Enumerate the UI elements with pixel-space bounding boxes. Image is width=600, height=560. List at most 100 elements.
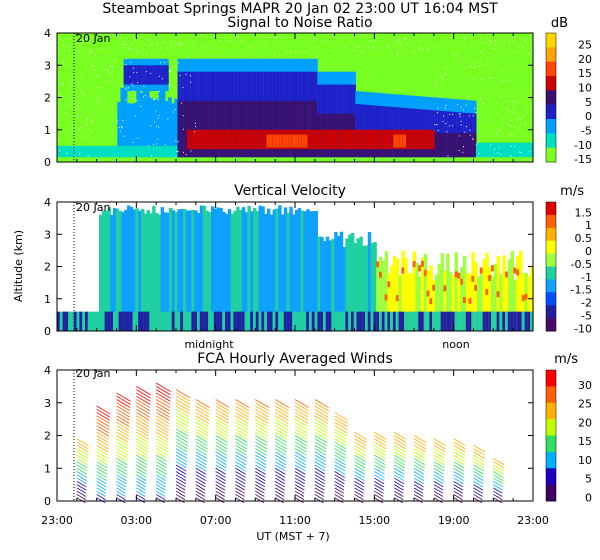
velocity-cell	[482, 259, 486, 331]
wind-barb	[116, 454, 128, 462]
wind-barb	[235, 441, 248, 450]
x-tick-label: 23:00	[41, 514, 73, 527]
velocity-cell	[421, 311, 425, 331]
wind-barb	[235, 461, 247, 469]
wind-barb	[413, 497, 423, 504]
snr-speckle	[116, 121, 118, 123]
colorbar-swatch	[546, 484, 556, 502]
snr-cell	[72, 145, 77, 158]
velocity-cell	[62, 311, 66, 331]
snr-cell	[237, 129, 242, 150]
snr-speckle	[80, 127, 82, 129]
velocity-cell	[289, 311, 293, 331]
wind-barb	[136, 428, 149, 437]
wind-barb	[116, 474, 127, 481]
wind-barb	[96, 471, 107, 478]
wind-barb	[235, 448, 247, 456]
velocity-cell	[68, 311, 72, 331]
colorbar-swatch	[546, 370, 556, 387]
snr-cell	[260, 129, 264, 150]
snr-cell	[66, 145, 71, 158]
velocity-cell	[124, 311, 128, 331]
colorbar-swatch	[546, 76, 556, 91]
snr-speckle	[75, 108, 77, 110]
snr-speckle	[244, 50, 246, 52]
snr-speckle	[84, 39, 86, 41]
wind-barb	[294, 494, 305, 500]
snr-cell	[295, 100, 299, 158]
wind-barb	[96, 422, 110, 431]
snr-speckle	[396, 52, 398, 54]
snr-speckle	[79, 101, 81, 103]
snr-cell	[279, 100, 283, 158]
snr-speckle	[90, 50, 92, 52]
wind-barb	[175, 448, 188, 456]
snr-speckle	[134, 38, 136, 40]
velocity-cell	[449, 311, 453, 331]
wind-barb	[393, 484, 404, 491]
snr-speckle	[404, 38, 406, 40]
wind-barb	[136, 494, 146, 500]
x-tick-label: 23:00	[517, 514, 549, 527]
snr-speckle	[151, 155, 153, 157]
wind-barb	[374, 490, 384, 497]
velocity-cell	[370, 311, 374, 331]
snr-speckle	[274, 54, 276, 56]
velocity-cell	[121, 211, 125, 331]
snr-cell	[152, 145, 156, 158]
wind-barb	[195, 418, 209, 427]
wind-barb	[453, 444, 466, 453]
wind-barb	[354, 461, 366, 469]
snr-cell	[241, 129, 245, 150]
wind-barb	[76, 494, 86, 500]
wind-barb	[374, 467, 385, 475]
velocity-cell	[141, 208, 145, 331]
wind-barb	[354, 477, 365, 485]
wind-barb	[195, 461, 207, 469]
velocity-cell	[457, 311, 461, 331]
snr-speckle	[110, 65, 112, 67]
snr-cell	[418, 129, 423, 150]
snr-speckle	[83, 94, 85, 96]
wind-barb	[334, 425, 348, 434]
snr-speckle	[65, 112, 67, 114]
wind-barb	[294, 399, 309, 408]
wind-barb	[235, 415, 249, 424]
wind-barb	[393, 438, 407, 447]
wind-barb	[334, 481, 345, 488]
wind-barb	[314, 428, 328, 437]
wind-barb	[274, 497, 285, 504]
wind-barb	[413, 454, 426, 462]
colorbar-swatch	[546, 119, 556, 134]
snr-cell	[396, 134, 401, 148]
wind-barb	[175, 444, 188, 453]
wind-barb	[255, 451, 267, 459]
snr-speckle	[360, 52, 362, 54]
wind-barb	[255, 418, 269, 427]
wind-barb	[136, 481, 147, 488]
velocity-cell	[160, 311, 164, 331]
wind-barb	[76, 471, 88, 478]
snr-cell	[139, 145, 144, 158]
snr-speckle	[178, 44, 180, 46]
wind-barb	[195, 454, 207, 462]
wind-barb	[334, 484, 345, 491]
snr-speckle	[149, 45, 151, 47]
snr-speckle	[194, 122, 196, 124]
wind-barb	[354, 441, 367, 450]
wind-barb	[274, 418, 289, 427]
y-tick-label: 2	[44, 430, 51, 443]
snr-speckle	[132, 67, 134, 69]
snr-cell	[272, 134, 277, 148]
snr-speckle	[513, 111, 515, 113]
velocity-cell	[303, 211, 307, 331]
wind-barb	[116, 399, 131, 408]
velocity-cell	[127, 205, 131, 331]
wind-barb	[453, 490, 463, 497]
snr-cell	[187, 129, 191, 150]
velocity-cell	[502, 311, 506, 331]
snr-cell	[117, 145, 122, 158]
snr-speckle	[361, 51, 363, 53]
wind-barb	[155, 497, 166, 504]
snr-speckle	[147, 39, 149, 41]
